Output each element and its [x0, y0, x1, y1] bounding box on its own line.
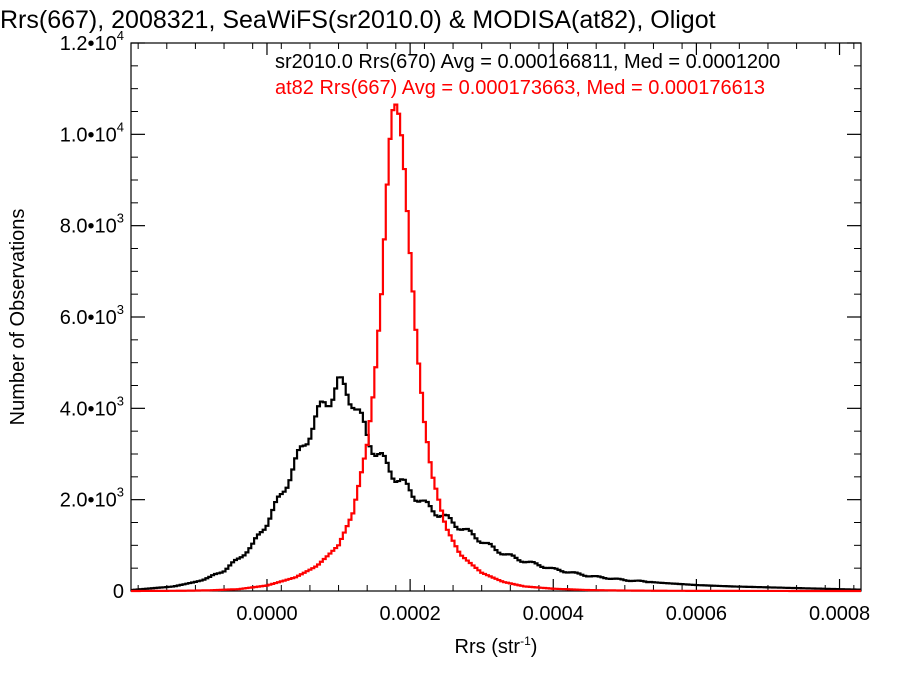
x-axis-label-sup: -1	[520, 634, 531, 648]
legend-entry: sr2010.0 Rrs(670) Avg = 0.000166811, Med…	[275, 51, 780, 73]
y-axis-ticks: 02.0•1034.0•1036.0•1038.0•1031.0•1041.2•…	[60, 28, 861, 603]
y-tick-label: 8.0•103	[60, 211, 124, 238]
chart-title: Rrs(667), 2008321, SeaWiFS(sr2010.0) & M…	[0, 6, 716, 34]
y-tick-mantissa: 8.0•10	[60, 216, 117, 238]
y-tick-exponent: 3	[117, 302, 124, 317]
plot-frame	[130, 42, 862, 592]
y-tick-mantissa: 0	[113, 581, 124, 603]
series-modisa-histogram	[131, 103, 861, 593]
y-tick-exponent: 3	[117, 485, 124, 500]
y-tick-mantissa: 6.0•10	[60, 307, 117, 329]
x-tick-label: 0.0008	[809, 603, 870, 625]
series-layer	[131, 103, 861, 593]
y-tick-mantissa: 1.2•10	[60, 33, 117, 55]
y-tick-label: 2.0•103	[60, 485, 124, 512]
x-tick-label: 0.0000	[236, 603, 297, 625]
x-axis-label-text: Rrs (str	[455, 636, 521, 658]
x-axis-ticks: 0.0000 0.0002 0.0004 0.0006 0.0008	[137, 43, 870, 625]
x-tick-label: 0.0004	[523, 603, 584, 625]
y-tick-mantissa: 4.0•10	[60, 398, 117, 420]
y-axis-label: Number of Observations	[7, 209, 29, 426]
x-axis-label-close: )	[531, 636, 538, 658]
x-axis-label: Rrs (str-1)	[455, 634, 538, 658]
y-tick-exponent: 4	[117, 119, 124, 134]
y-tick-label: 1.0•104	[60, 119, 124, 146]
y-tick-mantissa: 2.0•10	[60, 490, 117, 512]
y-tick-exponent: 3	[117, 393, 124, 408]
legend: sr2010.0 Rrs(670) Avg = 0.000166811, Med…	[275, 51, 780, 99]
series-seawifs-histogram	[131, 376, 861, 592]
x-tick-label: 0.0002	[380, 603, 441, 625]
y-tick-label: 1.2•104	[60, 28, 124, 55]
y-tick-mantissa: 1.0•10	[60, 124, 117, 146]
y-tick-label: 0	[113, 581, 124, 603]
y-tick-exponent: 3	[117, 211, 124, 226]
x-tick-label: 0.0006	[666, 603, 727, 625]
y-tick-label: 6.0•103	[60, 302, 124, 329]
legend-entry: at82 Rrs(667) Avg = 0.000173663, Med = 0…	[275, 77, 765, 99]
y-tick-exponent: 4	[117, 28, 124, 43]
y-tick-label: 4.0•103	[60, 393, 124, 420]
